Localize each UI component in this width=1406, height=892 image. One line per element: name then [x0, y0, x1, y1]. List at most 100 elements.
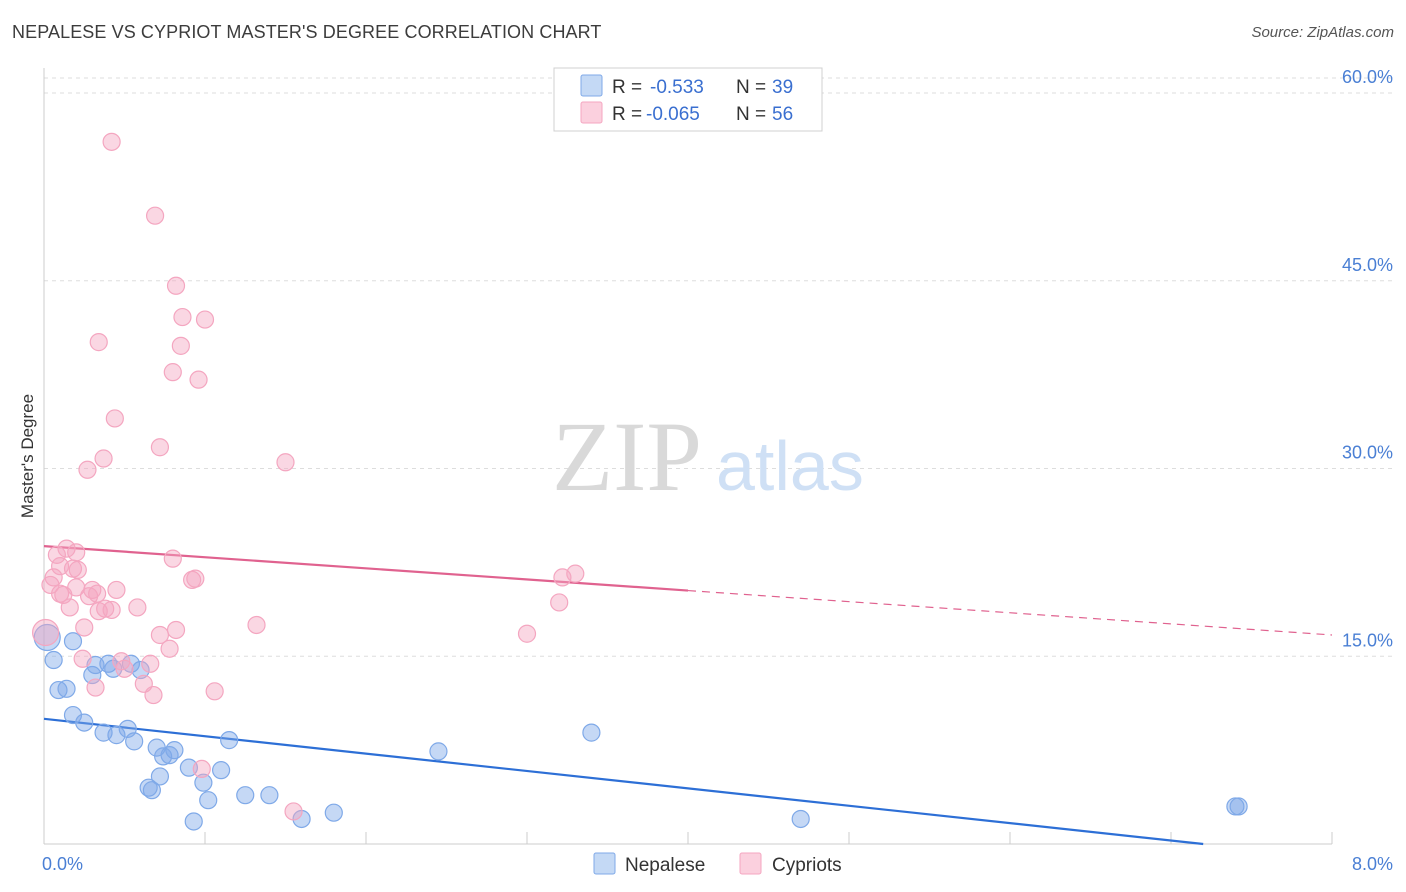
point-cypriots	[550, 593, 569, 612]
point-cypriots	[75, 618, 94, 637]
point-cypriots	[276, 453, 295, 472]
legend-n-value-cypriots: 56	[772, 104, 793, 125]
point-cypriots	[96, 599, 115, 618]
y-axis-label: Master's Degree	[18, 394, 37, 518]
point-cypriots	[141, 654, 160, 673]
point-cypriots	[102, 132, 121, 151]
legend-swatch-nepalese	[580, 74, 603, 97]
point-cypriots	[60, 598, 79, 617]
point-cypriots	[88, 584, 107, 603]
series-legend-swatch-nepalese	[593, 852, 616, 875]
trend-line-cypriots	[43, 545, 689, 592]
point-nepalese	[57, 679, 76, 698]
point-nepalese	[324, 803, 343, 822]
point-nepalese	[44, 650, 63, 670]
watermark-zip: ZIP	[552, 401, 702, 512]
point-cypriots	[160, 639, 179, 658]
point-cypriots	[57, 539, 76, 558]
point-cypriots	[105, 409, 124, 428]
data-points	[32, 132, 1248, 831]
point-cypriots	[166, 276, 186, 295]
point-nepalese	[165, 741, 184, 760]
point-nepalese	[75, 713, 94, 732]
point-cypriots	[68, 560, 87, 579]
point-cypriots	[67, 543, 86, 562]
point-cypriots	[150, 625, 170, 645]
point-cypriots	[32, 618, 60, 647]
point-cypriots	[47, 545, 66, 564]
point-cypriots	[115, 659, 134, 678]
point-cypriots	[107, 580, 126, 600]
legend-r-label-cypriots: R =	[612, 104, 642, 125]
series-legend-label-cypriots: Cypriots	[772, 855, 842, 876]
y-tick-label: 60.0%	[1342, 67, 1393, 87]
y-tick-label: 45.0%	[1342, 255, 1393, 275]
point-cypriots	[150, 438, 170, 457]
series-legend: Nepalese Cypriots	[593, 852, 842, 876]
y-tick-label: 30.0%	[1342, 443, 1393, 463]
series-legend-swatch-cypriots	[739, 852, 762, 875]
x-tick-labels: 0.0% 8.0%	[42, 854, 1393, 874]
y-tick-labels: 15.0% 30.0% 45.0% 60.0%	[1342, 67, 1393, 650]
point-nepalese	[236, 786, 255, 805]
y-tick-label: 15.0%	[1342, 630, 1393, 650]
grid-lines	[44, 77, 1392, 657]
legend-swatch-cypriots	[580, 101, 603, 124]
trend-line-extension-cypriots	[687, 589, 1333, 636]
x-ticks	[43, 832, 1333, 844]
point-nepalese	[150, 767, 170, 786]
point-cypriots	[86, 678, 105, 697]
chart-title: NEPALESE VS CYPRIOT MASTER'S DEGREE CORR…	[12, 22, 602, 42]
legend-n-label-cypriots: N =	[736, 104, 766, 125]
point-cypriots	[189, 370, 208, 389]
x-tick-label: 0.0%	[42, 854, 83, 874]
x-tick-label: 8.0%	[1352, 854, 1393, 874]
point-cypriots	[195, 310, 215, 329]
point-nepalese	[199, 791, 218, 810]
trend-line-nepalese	[43, 717, 1204, 846]
point-cypriots	[171, 336, 190, 355]
chart-source: Source: ZipAtlas.com	[1251, 24, 1394, 41]
point-nepalese	[179, 758, 198, 777]
point-cypriots	[166, 620, 186, 640]
point-nepalese	[125, 732, 144, 751]
point-cypriots	[78, 460, 97, 479]
watermark-atlas: atlas	[716, 427, 864, 505]
point-cypriots	[44, 568, 63, 587]
point-cypriots	[173, 307, 192, 327]
point-nepalese	[220, 731, 239, 750]
legend-n-value-nepalese: 39	[772, 77, 793, 98]
point-nepalese	[194, 773, 213, 792]
point-cypriots	[566, 564, 585, 583]
point-cypriots	[102, 600, 121, 620]
point-nepalese	[160, 746, 179, 765]
point-nepalese	[63, 632, 83, 651]
point-cypriots	[192, 759, 211, 779]
point-nepalese	[142, 781, 161, 800]
point-cypriots	[94, 449, 113, 468]
point-nepalese	[107, 726, 126, 745]
series-legend-label-nepalese: Nepalese	[625, 855, 705, 876]
legend-r-label-nepalese: R =	[612, 77, 642, 98]
point-cypriots	[247, 615, 266, 635]
point-cypriots	[186, 569, 205, 588]
point-nepalese	[184, 812, 203, 831]
point-nepalese	[260, 786, 279, 805]
point-cypriots	[73, 649, 92, 668]
point-nepalese	[791, 809, 810, 829]
point-nepalese	[429, 742, 448, 761]
legend-n-label-nepalese: N =	[736, 77, 766, 98]
point-cypriots	[284, 802, 303, 821]
point-cypriots	[145, 206, 165, 225]
point-nepalese	[1229, 797, 1248, 816]
point-cypriots	[89, 333, 108, 352]
point-cypriots	[163, 363, 182, 382]
point-cypriots	[144, 685, 163, 705]
point-cypriots	[517, 624, 537, 643]
point-nepalese	[131, 660, 150, 680]
stats-legend: R = -0.533 N = 39 R = -0.065 N = 56	[553, 67, 823, 132]
point-nepalese	[582, 723, 601, 742]
point-cypriots	[128, 598, 147, 617]
watermark: ZIP atlas	[552, 401, 864, 512]
